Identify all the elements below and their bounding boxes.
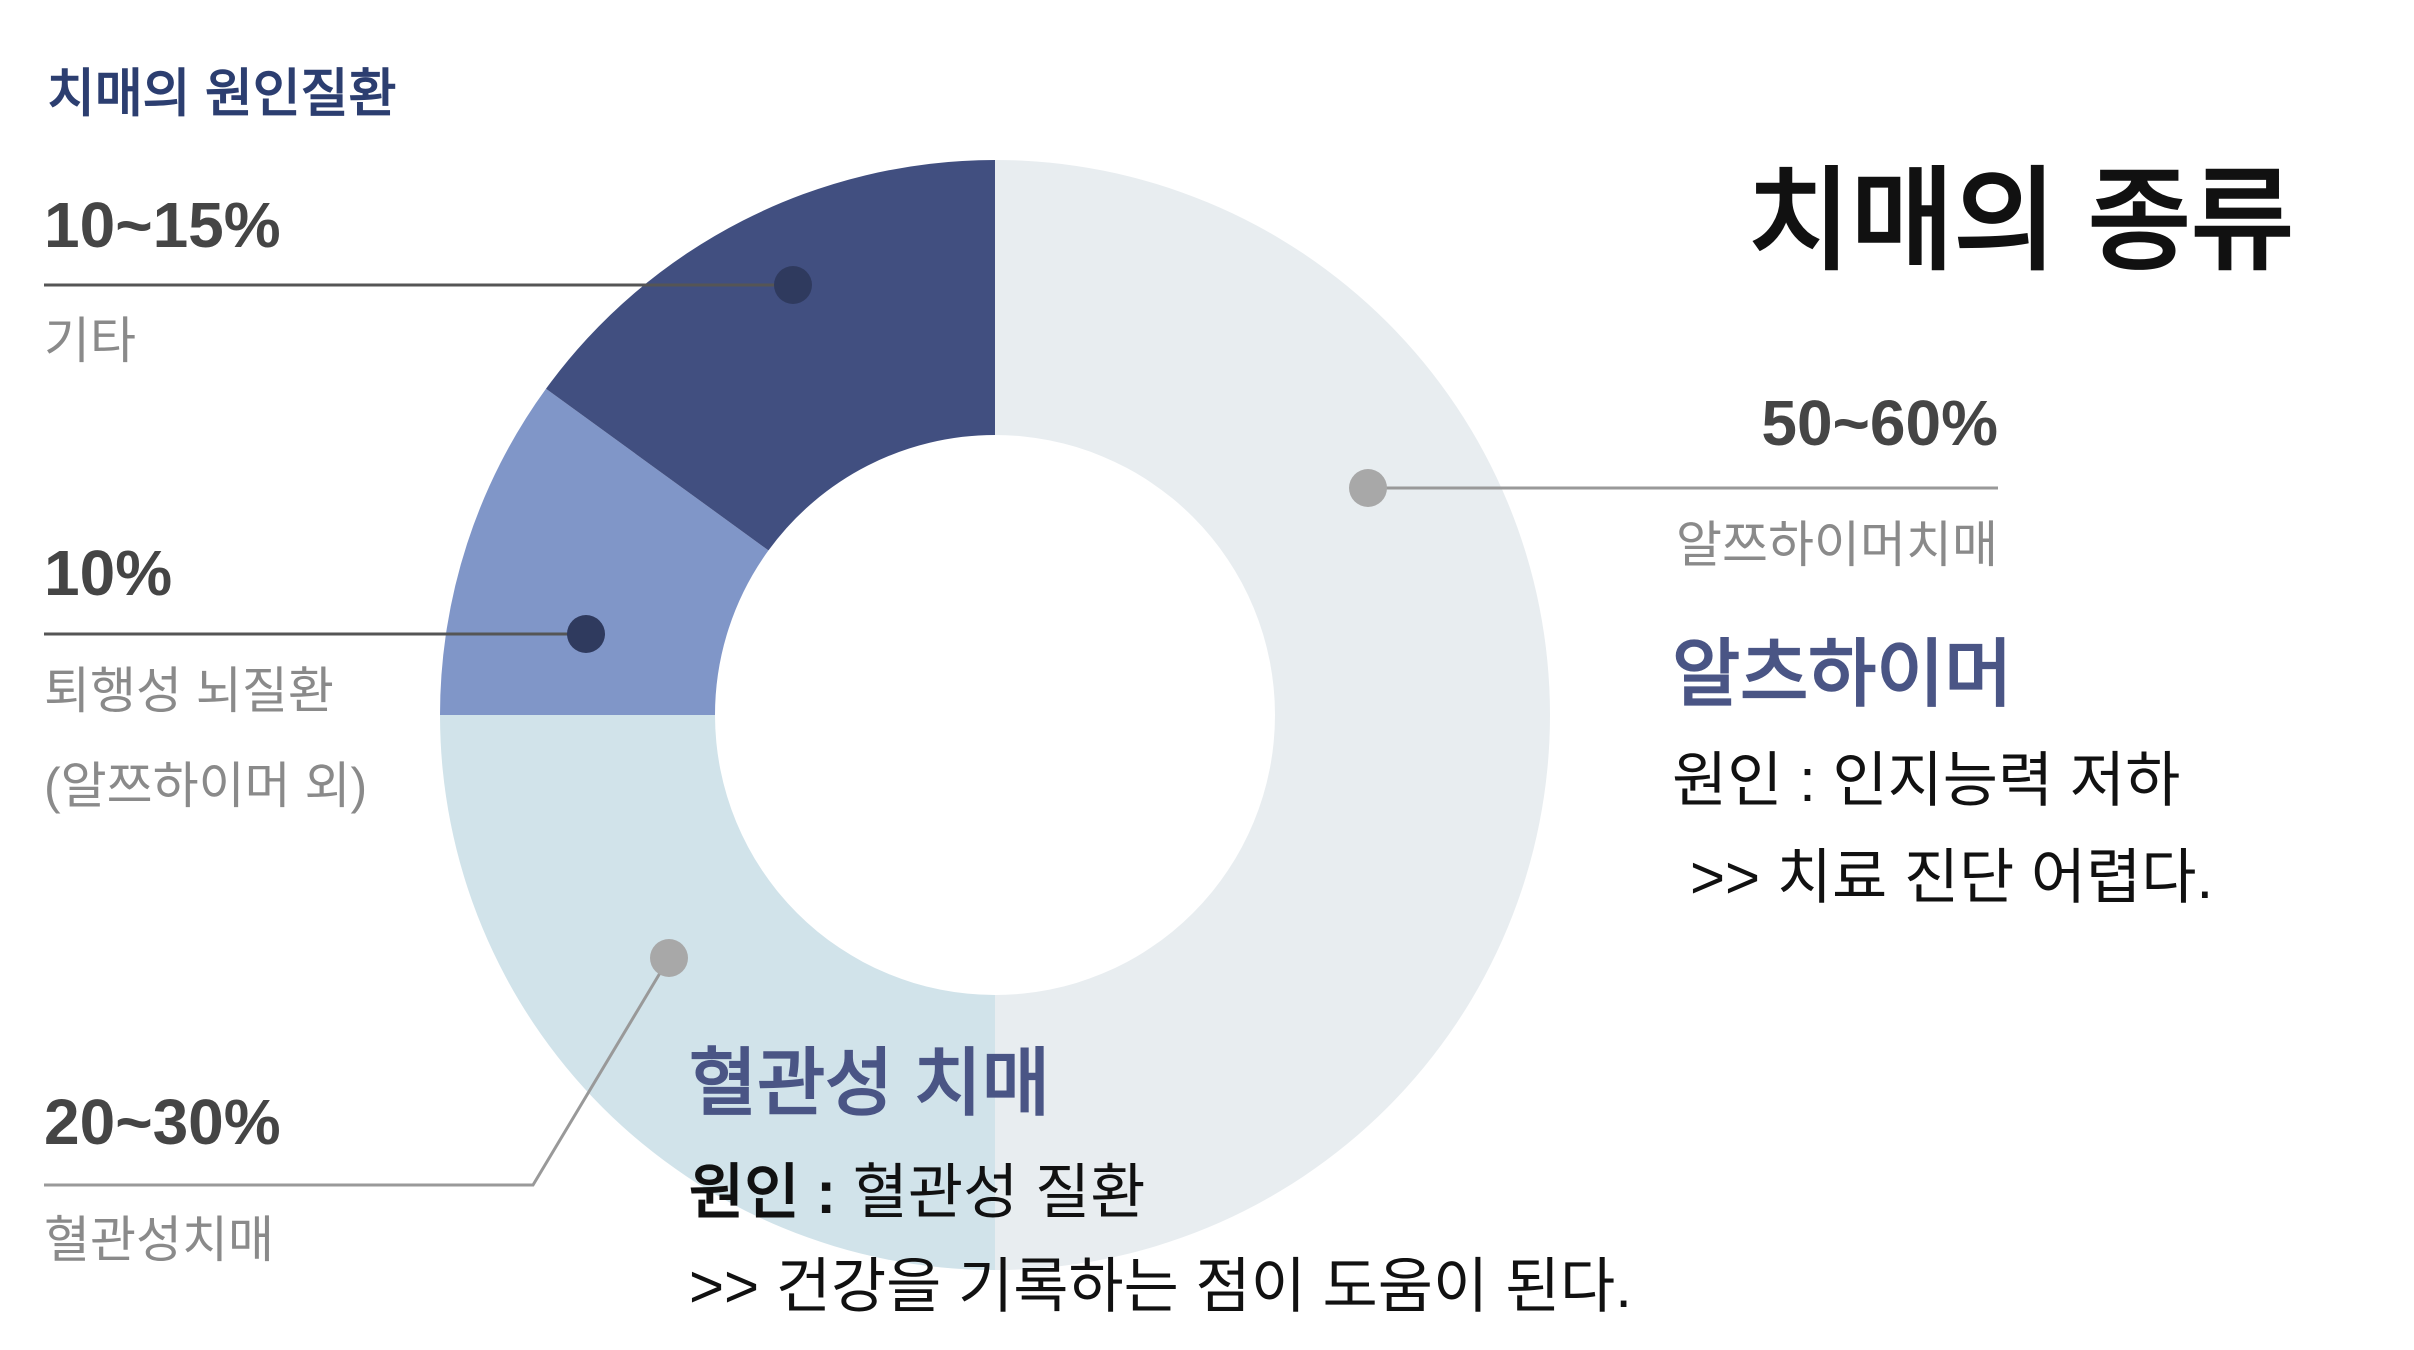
donut-segment: [545, 160, 995, 551]
cause: 원인 : 인지능력 저하: [1672, 747, 2180, 814]
leader-dot: [1349, 469, 1387, 507]
value-label: 50~60%: [1761, 387, 1998, 459]
heading: 혈관성 치매: [689, 1042, 1050, 1125]
cause-text: 혈관성 질환: [853, 1159, 1146, 1226]
value-label: 20~30%: [44, 1086, 281, 1158]
category-label: 알쯔하이머치매: [1676, 517, 1998, 573]
leader-dot: [774, 266, 812, 304]
category-label: 기타: [44, 313, 136, 369]
donut-segment: [995, 160, 1550, 1270]
note: >> 치료 진단 어렵다.: [1690, 844, 2213, 911]
leader-dot: [567, 615, 605, 653]
category-label: 퇴행성 뇌질환: [44, 663, 334, 719]
category-sublabel: (알쯔하이머 외): [44, 758, 367, 814]
donut-segment: [440, 715, 995, 1270]
note: >> 건강을 기록하는 점이 도움이 된다.: [689, 1253, 1632, 1320]
category-label: 혈관성치매: [44, 1212, 274, 1268]
cause-label: 원인 :: [689, 1159, 836, 1226]
slide-title: 치매의 종류: [1748, 159, 2294, 284]
cause: 원인 : 혈관성 질환: [689, 1159, 1145, 1226]
chart-title: 치매의 원인질환: [47, 66, 396, 124]
value-label: 10~15%: [44, 189, 281, 261]
value-label: 10%: [44, 537, 172, 609]
leader-dot: [650, 939, 688, 977]
heading: 알츠하이머: [1672, 633, 2012, 716]
leader-line: [44, 957, 671, 1187]
